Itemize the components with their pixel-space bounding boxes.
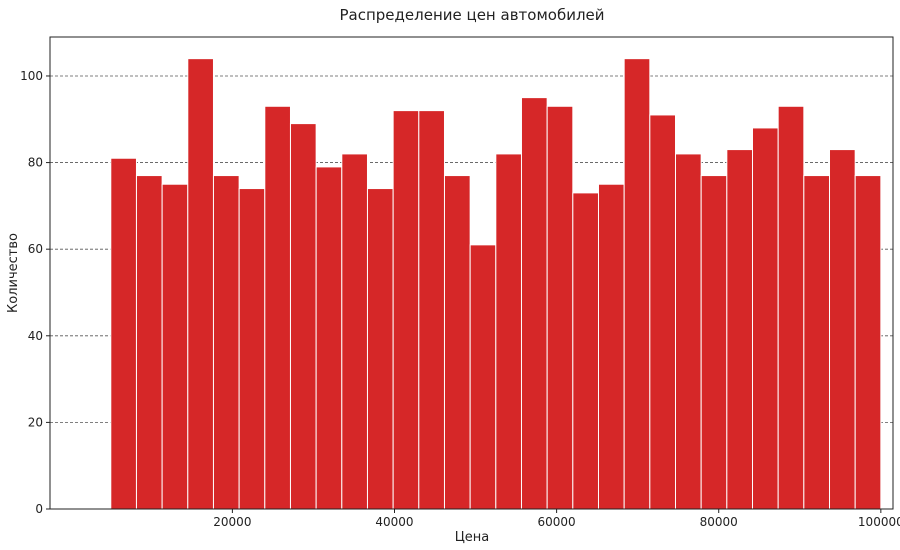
histogram-bar bbox=[161, 183, 189, 510]
y-tick-label: 100 bbox=[20, 69, 43, 83]
histogram-bar bbox=[366, 188, 394, 510]
histogram-bar bbox=[443, 175, 471, 510]
histogram-bar bbox=[289, 123, 317, 510]
y-tick-label: 20 bbox=[28, 415, 43, 429]
x-tick-label: 20000 bbox=[213, 515, 251, 529]
y-tick-label: 80 bbox=[28, 156, 43, 170]
histogram-bar bbox=[520, 97, 548, 510]
y-tick-label: 0 bbox=[35, 502, 43, 516]
histogram-bar bbox=[187, 58, 214, 510]
histogram-bar bbox=[341, 153, 368, 510]
x-tick-label: 60000 bbox=[538, 515, 576, 529]
x-axis-label: Цена bbox=[455, 530, 490, 545]
histogram-bar bbox=[546, 105, 574, 510]
y-tick-label: 60 bbox=[28, 242, 43, 256]
x-tick-label: 40000 bbox=[375, 515, 413, 529]
bars bbox=[110, 58, 882, 510]
x-axis-ticks: 20000 40000 60000 80000 100000 bbox=[213, 509, 900, 529]
histogram-bar bbox=[212, 175, 240, 510]
histogram-bar bbox=[110, 157, 137, 510]
histogram-bar bbox=[649, 114, 676, 510]
histogram-bar bbox=[700, 175, 728, 510]
histogram-bar bbox=[597, 183, 625, 510]
plot-frame bbox=[49, 36, 894, 510]
histogram-bar bbox=[495, 153, 522, 510]
histogram-bar bbox=[264, 105, 291, 510]
y-axis-ticks: 0 20 40 60 80 100 bbox=[20, 69, 50, 516]
x-tick-label: 100000 bbox=[858, 515, 900, 529]
histogram-bar bbox=[572, 192, 599, 510]
histogram-bar bbox=[392, 110, 420, 510]
histogram-bar bbox=[469, 244, 497, 510]
histogram-bar bbox=[829, 149, 856, 510]
histogram-bar bbox=[674, 153, 702, 510]
histogram-bar bbox=[135, 175, 163, 510]
histogram-bar bbox=[752, 127, 779, 510]
histogram-bar bbox=[803, 175, 831, 510]
histogram-bar bbox=[418, 110, 445, 510]
y-tick-label: 40 bbox=[28, 329, 43, 343]
histogram-bar bbox=[854, 175, 882, 510]
chart-title: Распределение цен автомобилей bbox=[339, 6, 604, 24]
y-axis-label: Количество bbox=[6, 233, 21, 313]
histogram-bar bbox=[623, 58, 651, 510]
histogram-bar bbox=[726, 149, 754, 510]
histogram-bar bbox=[238, 188, 266, 510]
histogram-bar bbox=[777, 105, 805, 510]
x-tick-label: 80000 bbox=[700, 515, 738, 529]
histogram-bar bbox=[315, 166, 343, 510]
